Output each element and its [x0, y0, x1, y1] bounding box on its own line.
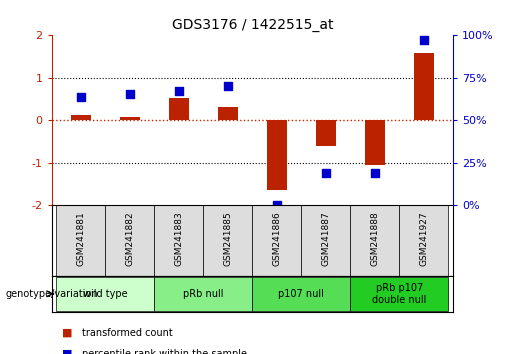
- FancyBboxPatch shape: [57, 205, 106, 276]
- Text: percentile rank within the sample: percentile rank within the sample: [82, 349, 247, 354]
- Bar: [120, 118, 140, 120]
- Bar: [414, 53, 434, 120]
- Text: ■: ■: [62, 328, 72, 338]
- Bar: [71, 115, 91, 120]
- Point: [322, 171, 330, 176]
- Text: GSM241887: GSM241887: [321, 211, 330, 266]
- FancyBboxPatch shape: [154, 205, 203, 276]
- Point: [420, 38, 428, 43]
- Bar: [365, 120, 385, 165]
- Text: GSM241882: GSM241882: [125, 211, 134, 266]
- FancyBboxPatch shape: [252, 277, 350, 311]
- Text: GSM241927: GSM241927: [419, 211, 428, 266]
- Bar: [169, 98, 188, 120]
- Text: GSM241888: GSM241888: [370, 211, 380, 266]
- Text: ■: ■: [62, 349, 72, 354]
- Text: genotype/variation: genotype/variation: [5, 289, 98, 299]
- Bar: [218, 107, 237, 120]
- Point: [224, 83, 232, 88]
- Point: [126, 91, 134, 97]
- Text: GSM241886: GSM241886: [272, 211, 281, 266]
- FancyBboxPatch shape: [399, 205, 448, 276]
- Title: GDS3176 / 1422515_at: GDS3176 / 1422515_at: [171, 18, 333, 32]
- Text: GSM241881: GSM241881: [76, 211, 85, 266]
- Bar: [316, 120, 336, 146]
- Point: [77, 94, 85, 100]
- FancyBboxPatch shape: [57, 277, 154, 311]
- FancyBboxPatch shape: [106, 205, 154, 276]
- Text: transformed count: transformed count: [82, 328, 173, 338]
- Point: [175, 88, 183, 94]
- FancyBboxPatch shape: [154, 277, 252, 311]
- Text: pRb p107
double null: pRb p107 double null: [372, 283, 426, 305]
- FancyBboxPatch shape: [350, 205, 399, 276]
- FancyBboxPatch shape: [350, 277, 448, 311]
- FancyBboxPatch shape: [252, 205, 301, 276]
- Text: p107 null: p107 null: [279, 289, 324, 299]
- Text: wild type: wild type: [83, 289, 128, 299]
- Text: pRb null: pRb null: [183, 289, 224, 299]
- Point: [371, 171, 379, 176]
- FancyBboxPatch shape: [203, 205, 252, 276]
- Point: [273, 202, 281, 208]
- Bar: [267, 120, 287, 190]
- Text: GSM241883: GSM241883: [175, 211, 183, 266]
- Text: GSM241885: GSM241885: [224, 211, 232, 266]
- FancyBboxPatch shape: [301, 205, 350, 276]
